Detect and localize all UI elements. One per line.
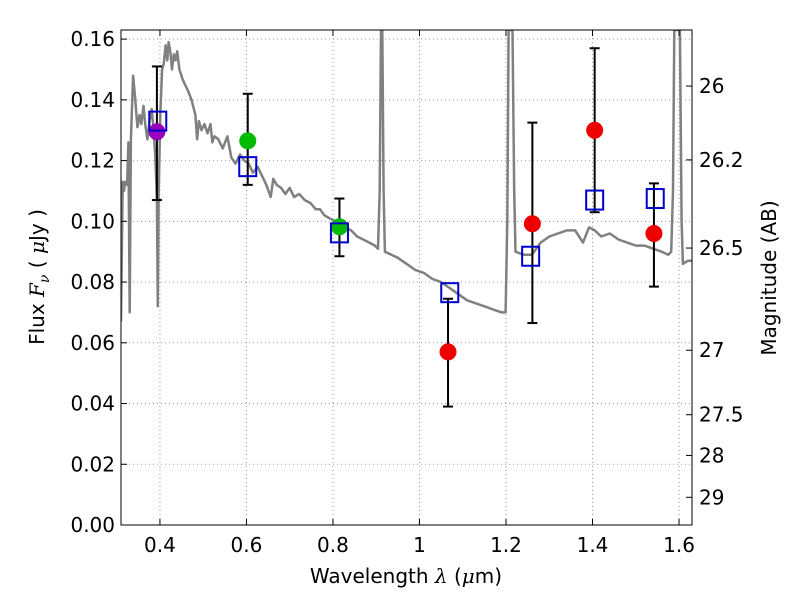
x-tick-label: 1.4 — [577, 533, 609, 557]
y-tick-label: 0.12 — [70, 149, 115, 173]
y-tick-label: 0.06 — [70, 331, 115, 355]
x-tick-label: 1.6 — [663, 533, 695, 557]
data-point — [148, 123, 166, 141]
x-tick-label: 0.8 — [317, 533, 349, 557]
mag-tick-label: 27.5 — [699, 403, 744, 427]
data-point — [523, 215, 541, 233]
model-box — [440, 282, 460, 304]
y-tick-label: 0.10 — [70, 209, 115, 233]
y-tick-label: 0.04 — [70, 392, 115, 416]
x-tick-label: 1 — [413, 533, 426, 557]
x-axis-title: Wavelength λ (μm) — [310, 564, 502, 588]
y-axis-title: Flux Fν ( μJy ) — [25, 209, 53, 345]
model-box — [585, 189, 605, 211]
template-spectrum — [121, 30, 692, 322]
secondary-y-axis-title: Magnitude (AB) — [757, 200, 781, 355]
mag-tick-label: 26.5 — [699, 236, 744, 260]
data-point — [330, 218, 348, 236]
x-tick-label: 0.6 — [231, 533, 263, 557]
mag-tick-label: 26.2 — [699, 148, 744, 172]
data-point — [439, 343, 457, 361]
model-box — [329, 222, 349, 244]
template-line — [121, 30, 692, 322]
data-point — [645, 224, 663, 242]
x-tick-label: 1.2 — [490, 533, 522, 557]
mag-tick-label: 28 — [699, 443, 724, 467]
y-tick-label: 0.16 — [70, 27, 115, 51]
grid — [121, 30, 692, 525]
axis-ticks: 0.4 0.6 0.8 1 1.2 1.4 1.6 0.00 0.02 0.04 0.06 0.08 0… — [70, 27, 743, 557]
model-box — [238, 156, 258, 178]
y-tick-label: 0.02 — [70, 452, 115, 476]
data-markers — [148, 121, 663, 361]
model-boxes — [148, 110, 665, 304]
mag-tick-label: 29 — [699, 485, 724, 509]
model-box — [645, 188, 665, 210]
y-tick-label: 0.00 — [70, 513, 115, 537]
data-point — [586, 121, 604, 139]
data-point — [239, 132, 257, 150]
model-box — [521, 245, 541, 267]
y-tick-label: 0.08 — [70, 270, 115, 294]
x-tick-label: 0.4 — [144, 533, 176, 557]
mag-tick-label: 26 — [699, 74, 724, 98]
mag-tick-label: 27 — [699, 338, 724, 362]
y-tick-label: 0.14 — [70, 88, 115, 112]
model-box — [148, 110, 168, 132]
plot-frame — [120, 29, 693, 526]
